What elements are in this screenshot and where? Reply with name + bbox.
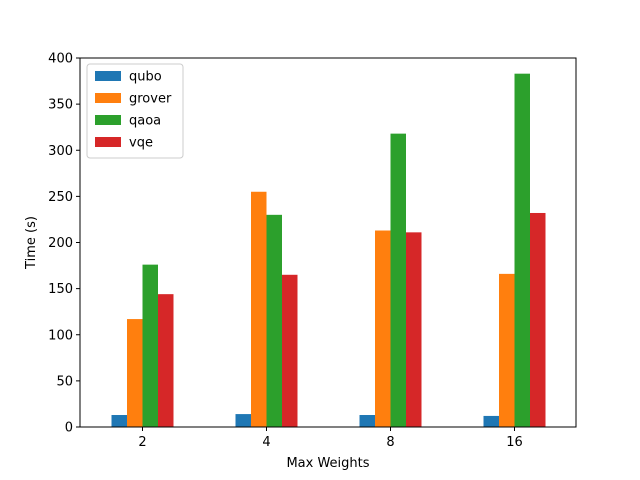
bar-grover-4 bbox=[251, 191, 267, 427]
bar-qaoa-4 bbox=[266, 214, 282, 427]
y-tick-label-400: 400 bbox=[48, 52, 73, 67]
x-axis: 2 4 8 16 bbox=[138, 427, 523, 450]
bar-grover-2 bbox=[127, 319, 143, 427]
bar-vqe-16 bbox=[530, 212, 546, 427]
bar-vqe-4 bbox=[282, 274, 298, 427]
legend-label-qubo: qubo bbox=[129, 70, 162, 85]
y-tick-label-0: 0 bbox=[65, 421, 73, 436]
bar-vqe-8 bbox=[406, 232, 422, 427]
bar-vqe-2 bbox=[158, 294, 174, 427]
y-tick-label-350: 350 bbox=[48, 98, 73, 113]
bar-qaoa-8 bbox=[390, 133, 406, 427]
bar-grover-8 bbox=[375, 230, 391, 427]
legend-label-grover: grover bbox=[129, 92, 172, 107]
legend-swatch-qubo bbox=[95, 71, 121, 81]
y-tick-label-250: 250 bbox=[48, 190, 73, 205]
bar-qubo-16 bbox=[483, 415, 499, 427]
legend-label-qaoa: qaoa bbox=[129, 114, 161, 129]
x-tick-label-16: 16 bbox=[506, 435, 523, 450]
bar-qubo-4 bbox=[235, 414, 251, 427]
bar-qaoa-2 bbox=[142, 264, 158, 427]
legend-label-vqe: vqe bbox=[129, 136, 153, 151]
legend: qubo grover qaoa vqe bbox=[86, 63, 184, 159]
legend-box bbox=[86, 63, 184, 159]
bars-layer bbox=[111, 73, 546, 428]
y-axis: 0 50 100 150 200 250 300 350 400 bbox=[48, 52, 80, 436]
x-tick-label-2: 2 bbox=[138, 435, 146, 450]
y-tick-label-300: 300 bbox=[48, 144, 73, 159]
legend-swatch-vqe bbox=[95, 137, 121, 147]
y-tick-label-100: 100 bbox=[48, 328, 73, 343]
x-tick-label-4: 4 bbox=[262, 435, 270, 450]
x-tick-label-8: 8 bbox=[386, 435, 394, 450]
legend-swatch-grover bbox=[95, 93, 121, 103]
y-tick-label-50: 50 bbox=[56, 374, 73, 389]
bar-qubo-2 bbox=[111, 415, 127, 427]
bar-qaoa-16 bbox=[514, 73, 530, 428]
y-tick-label-200: 200 bbox=[48, 236, 73, 251]
bar-grover-16 bbox=[499, 273, 515, 427]
legend-swatch-qaoa bbox=[95, 115, 121, 125]
y-axis-label: Time (s) bbox=[24, 216, 39, 270]
y-tick-label-150: 150 bbox=[48, 282, 73, 297]
bar-qubo-8 bbox=[359, 415, 375, 427]
x-axis-label: Max Weights bbox=[286, 456, 369, 471]
